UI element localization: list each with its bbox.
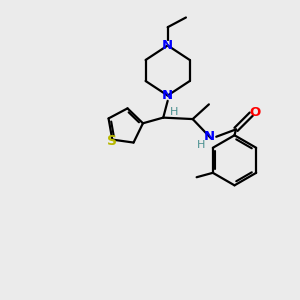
Text: O: O (250, 106, 261, 119)
Text: N: N (204, 130, 215, 143)
Text: S: S (107, 134, 117, 148)
Text: N: N (162, 89, 173, 102)
Text: H: H (196, 140, 205, 150)
Text: N: N (162, 39, 173, 52)
Text: H: H (170, 107, 178, 117)
